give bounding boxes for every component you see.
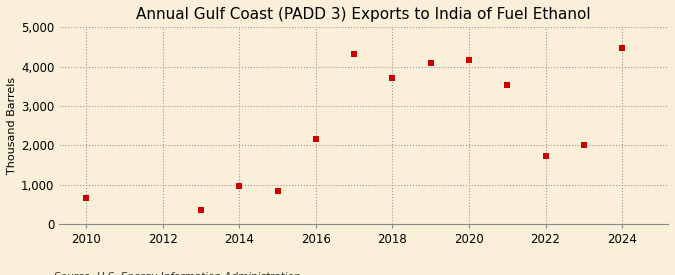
Point [387,76,398,81]
Point [502,83,513,87]
Point [196,208,207,212]
Point [310,137,321,142]
Point [464,57,475,62]
Title: Annual Gulf Coast (PADD 3) Exports to India of Fuel Ethanol: Annual Gulf Coast (PADD 3) Exports to In… [136,7,591,22]
Point [349,51,360,56]
Text: Source: U.S. Energy Information Administration: Source: U.S. Energy Information Administ… [54,273,300,275]
Point [578,143,589,147]
Point [81,196,92,200]
Point [234,184,244,188]
Point [272,189,283,193]
Y-axis label: Thousand Barrels: Thousand Barrels [7,77,17,174]
Point [425,60,436,65]
Point [540,154,551,159]
Point [617,46,628,50]
